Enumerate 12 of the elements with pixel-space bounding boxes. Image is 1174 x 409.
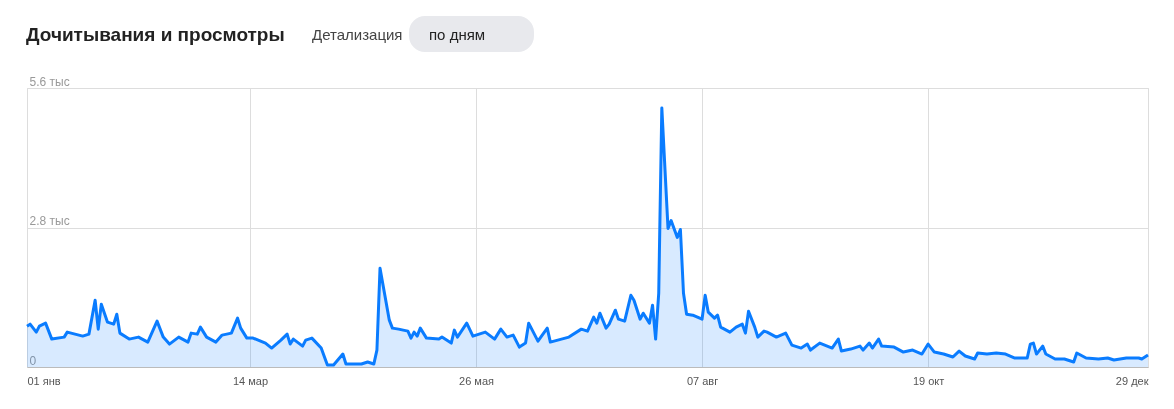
x-tick-label: 29 дек — [1115, 374, 1149, 387]
chart-title: Дочитывания и просмотры — [26, 24, 285, 45]
x-tick-label: 19 окт — [912, 374, 945, 387]
text: по дням — [429, 26, 486, 43]
text: Детализация — [312, 26, 403, 43]
x-tick-label: 26 мая — [459, 374, 495, 387]
y-tick-label: 5.6 тыс — [29, 74, 70, 89]
x-tick-label: 01 янв — [27, 374, 61, 387]
x-tick-label: 14 мар — [232, 374, 269, 387]
y-tick-label: 2.8 тыс — [29, 214, 70, 228]
y-tick-label: 0 — [29, 353, 37, 368]
x-tick-label: 07 авг — [686, 374, 719, 387]
